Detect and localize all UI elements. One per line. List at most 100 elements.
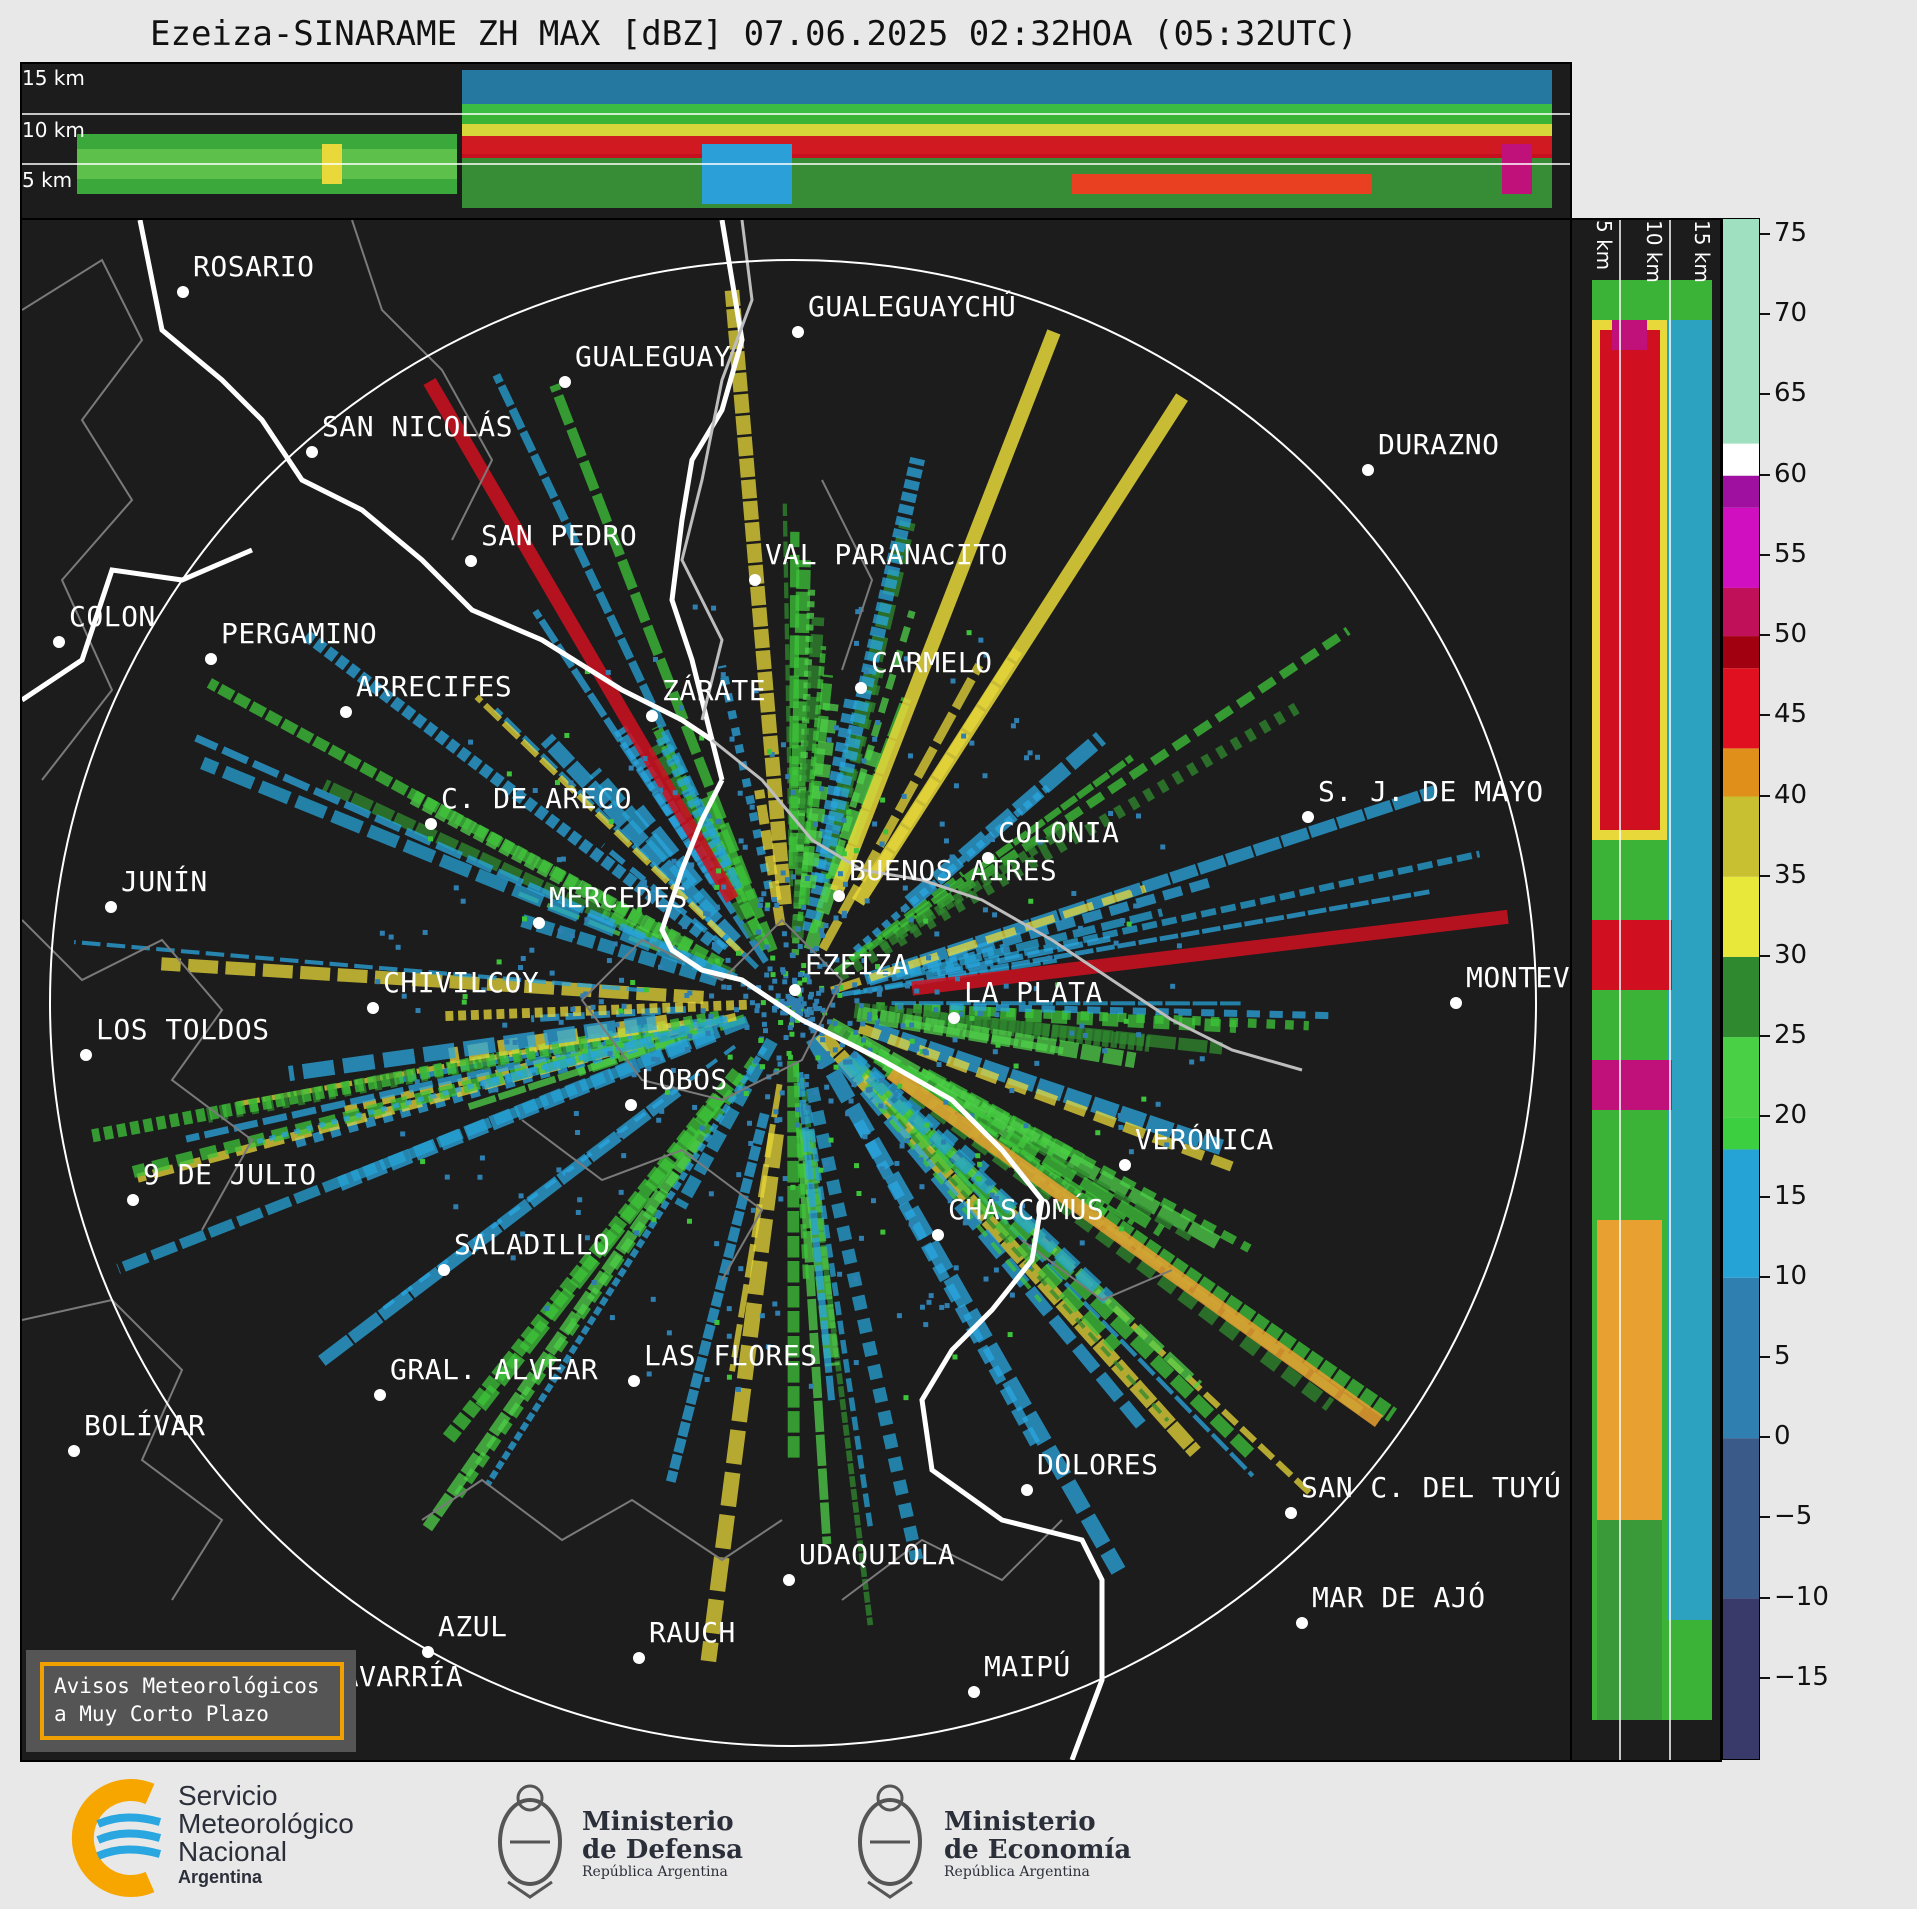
clutter-speck bbox=[789, 952, 795, 958]
colorbar-tick-label: 70 bbox=[1774, 298, 1808, 329]
smn-logo-text: Servicio Meteorológico Nacional Argentin… bbox=[178, 1782, 354, 1888]
clutter-speck bbox=[783, 1001, 789, 1007]
city-dot-icon bbox=[625, 1099, 637, 1111]
colorbar-tick-label: 45 bbox=[1774, 699, 1808, 730]
reflectivity-ray bbox=[792, 1062, 810, 1284]
reflectivity-ray bbox=[116, 1016, 750, 1274]
clutter-speck bbox=[715, 818, 721, 824]
clutter-speck bbox=[1102, 1048, 1108, 1054]
clutter-speck bbox=[720, 672, 726, 678]
clutter-speck bbox=[839, 1042, 845, 1048]
clutter-speck bbox=[643, 987, 649, 993]
clutter-speck bbox=[375, 979, 381, 985]
smn-l3: Nacional bbox=[178, 1836, 287, 1867]
clutter-speck bbox=[824, 1084, 830, 1090]
colorbar-tick-label: 20 bbox=[1774, 1100, 1808, 1131]
city-label: LOS TOLDOS bbox=[96, 1013, 270, 1046]
warning-box[interactable]: Avisos Meteorológicos a Muy Corto Plazo bbox=[26, 1650, 356, 1752]
reflectivity-ray bbox=[530, 1006, 687, 1023]
city-label: GUALEGUAYCHÚ bbox=[808, 290, 1017, 323]
clutter-speck bbox=[721, 984, 727, 990]
reflectivity-ray bbox=[852, 784, 1051, 954]
economia-l1: Ministerio bbox=[944, 1807, 1096, 1837]
city-label: GUALEGUAY bbox=[575, 340, 732, 373]
clutter-speck bbox=[853, 1360, 859, 1366]
clutter-speck bbox=[749, 804, 755, 810]
clutter-speck bbox=[801, 963, 807, 969]
clutter-speck bbox=[918, 1157, 924, 1163]
clutter-speck bbox=[721, 884, 727, 890]
colorbar-band bbox=[1723, 1598, 1759, 1759]
clutter-speck bbox=[400, 1131, 406, 1137]
reflectivity-ray bbox=[806, 1109, 874, 1528]
city-dot-icon bbox=[127, 1194, 139, 1206]
clutter-speck bbox=[737, 790, 743, 796]
colorbar-tick-label: 30 bbox=[1774, 939, 1808, 970]
colorbar-band bbox=[1723, 1037, 1759, 1118]
reflectivity-ray bbox=[802, 456, 926, 934]
clutter-speck bbox=[908, 917, 914, 923]
city-label: VAL PARANACITO bbox=[765, 538, 1009, 571]
clutter-speck bbox=[983, 1276, 989, 1282]
clutter-speck bbox=[756, 985, 762, 991]
clutter-speck bbox=[1079, 1240, 1085, 1246]
clutter-speck bbox=[841, 817, 847, 823]
city-label: LOBOS bbox=[641, 1063, 728, 1096]
clutter-speck bbox=[807, 994, 813, 1000]
clutter-speck bbox=[684, 1047, 690, 1053]
city-dot-icon bbox=[633, 1652, 645, 1664]
colorbar-band bbox=[1723, 475, 1759, 508]
clutter-speck bbox=[1069, 1030, 1075, 1036]
strong-echo-ray bbox=[851, 393, 1188, 906]
clutter-speck bbox=[982, 773, 988, 779]
side-altitude-label-10: 10 km bbox=[1642, 220, 1666, 283]
clutter-speck bbox=[798, 987, 804, 993]
clutter-speck bbox=[833, 1064, 839, 1070]
clutter-speck bbox=[816, 1006, 822, 1012]
colorbar-band bbox=[1723, 876, 1759, 957]
clutter-speck bbox=[729, 736, 735, 742]
colorbar-tick bbox=[1760, 1596, 1770, 1599]
clutter-speck bbox=[883, 829, 889, 835]
reflectivity-ray bbox=[465, 1027, 706, 1111]
clutter-speck bbox=[833, 725, 839, 731]
reflectivity-ray bbox=[754, 789, 786, 927]
clutter-speck bbox=[795, 1017, 801, 1023]
clutter-speck bbox=[765, 902, 771, 908]
city-dot-icon bbox=[1285, 1507, 1297, 1519]
clutter-speck bbox=[790, 1184, 796, 1190]
clutter-speck bbox=[934, 931, 940, 937]
clutter-speck bbox=[863, 669, 869, 675]
clutter-speck bbox=[880, 797, 886, 803]
warning-line-1: Avisos Meteorológicos bbox=[54, 1674, 320, 1698]
reflectivity-ray bbox=[422, 1128, 708, 1532]
clutter-speck bbox=[837, 871, 843, 877]
clutter-speck bbox=[764, 972, 770, 978]
clutter-speck bbox=[805, 1105, 811, 1111]
colorbar-band bbox=[1723, 668, 1759, 749]
reflectivity-ray bbox=[287, 1014, 658, 1082]
colorbar-tick-label: 65 bbox=[1774, 378, 1808, 409]
clutter-speck bbox=[801, 1001, 807, 1007]
clutter-speck bbox=[798, 996, 804, 1002]
clutter-speck bbox=[819, 786, 825, 792]
defensa-seal-icon bbox=[498, 1784, 562, 1899]
clutter-speck bbox=[761, 1012, 767, 1018]
city-dot-icon bbox=[465, 555, 477, 567]
reflectivity-ray bbox=[654, 731, 732, 871]
reflectivity-ray bbox=[601, 909, 660, 943]
clutter-speck bbox=[803, 973, 809, 979]
reflectivity-ray bbox=[836, 702, 1300, 981]
clutter-speck bbox=[790, 874, 796, 880]
clutter-speck bbox=[808, 991, 814, 997]
clutter-speck bbox=[655, 1057, 661, 1063]
clutter-speck bbox=[651, 1056, 657, 1062]
clutter-speck bbox=[608, 819, 614, 825]
clutter-speck bbox=[583, 1048, 589, 1054]
clutter-speck bbox=[896, 1313, 902, 1319]
clutter-speck bbox=[584, 917, 590, 923]
city-label: AZUL bbox=[438, 1610, 508, 1643]
clutter-speck bbox=[760, 1064, 766, 1070]
clutter-speck bbox=[714, 1241, 720, 1247]
city-dot-icon bbox=[1362, 464, 1374, 476]
